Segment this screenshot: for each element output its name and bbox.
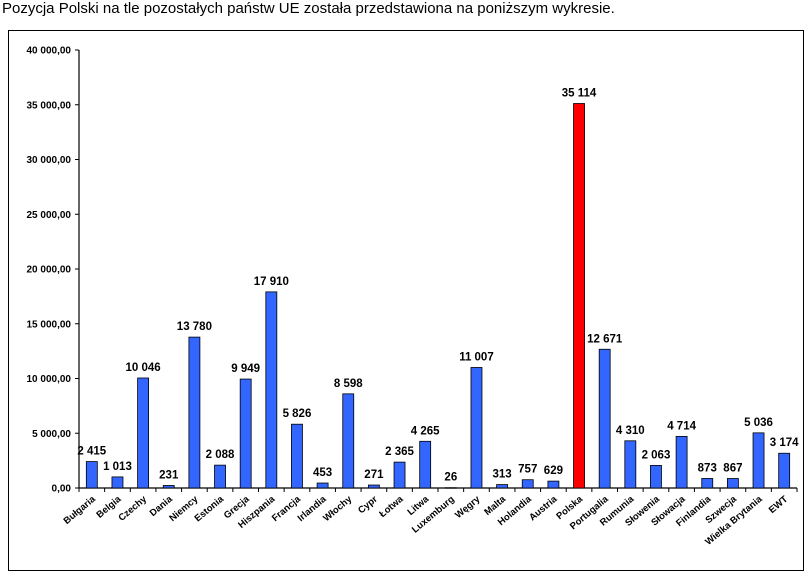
- y-tick-label: 0,00: [52, 484, 72, 495]
- bar: [598, 348, 611, 489]
- bar: [316, 482, 329, 489]
- y-tick-label: 25 000,00: [27, 210, 72, 221]
- bar: [239, 378, 252, 489]
- bar: [188, 336, 201, 489]
- bar: [496, 484, 509, 489]
- data-label: 1 013: [103, 461, 132, 473]
- x-category-label: Włochy: [321, 493, 354, 524]
- bar: [137, 377, 150, 489]
- data-label: 9 949: [231, 363, 260, 375]
- x-category-label: EWT: [767, 494, 790, 516]
- bar: [752, 432, 765, 489]
- data-label: 35 114: [562, 88, 597, 100]
- data-label: 11 007: [459, 351, 494, 363]
- bar: [521, 479, 534, 489]
- chart-frame: [8, 30, 804, 571]
- data-label: 629: [544, 465, 563, 477]
- bar: [547, 480, 560, 489]
- y-tick-label: 10 000,00: [27, 374, 72, 385]
- y-tick-label: 30 000,00: [27, 155, 72, 166]
- bar: [624, 440, 637, 489]
- data-label: 12 671: [587, 333, 623, 345]
- y-tick-label: 20 000,00: [27, 265, 72, 276]
- x-category-label: Austria: [527, 493, 560, 523]
- data-label: 313: [493, 469, 512, 481]
- data-label: 2 415: [77, 446, 106, 458]
- data-label: 17 910: [254, 276, 289, 288]
- bar: [367, 484, 380, 489]
- bar: [393, 461, 406, 489]
- y-tick-label: 5 000,00: [32, 429, 71, 440]
- data-label: 3 174: [770, 437, 799, 449]
- data-label: 26: [444, 472, 457, 484]
- data-label: 13 780: [177, 321, 212, 333]
- bar: [162, 485, 175, 489]
- bar: [650, 465, 662, 489]
- bar: [214, 464, 226, 489]
- bar: [701, 478, 714, 489]
- x-category-label: Cypr: [356, 494, 380, 517]
- x-category-label: Czechy: [116, 493, 149, 523]
- bar: [111, 476, 124, 489]
- bar: [291, 423, 303, 489]
- bar: [265, 291, 278, 489]
- caption-text: Pozycja Polski na tle pozostałych państw…: [2, 0, 615, 17]
- data-label: 5 036: [744, 417, 773, 429]
- bar: [675, 435, 688, 489]
- data-label: 5 826: [283, 408, 312, 420]
- bar: [470, 367, 483, 489]
- bar: [778, 452, 791, 489]
- data-label: 4 265: [411, 425, 440, 437]
- data-label: 10 046: [126, 362, 161, 374]
- data-label: 4 310: [616, 425, 645, 437]
- data-label: 873: [698, 462, 717, 474]
- x-category-label: Węgry: [453, 493, 483, 521]
- bar-highlight: [573, 103, 585, 489]
- x-category-label: Łotwa: [377, 493, 406, 520]
- x-category-label: Bułgaria: [62, 493, 99, 526]
- bar: [419, 440, 432, 489]
- data-label: 4 714: [667, 420, 696, 432]
- bar: [85, 461, 98, 489]
- y-tick-label: 15 000,00: [27, 319, 72, 330]
- data-label: 8 598: [334, 378, 363, 390]
- bar: [444, 487, 457, 489]
- data-label: 2 063: [642, 449, 671, 461]
- bar: [726, 478, 739, 489]
- data-label: 271: [364, 469, 384, 481]
- y-tick-label: 35 000,00: [27, 100, 72, 111]
- bar: [342, 393, 355, 489]
- data-label: 453: [313, 467, 332, 479]
- x-category-label: Estonia: [193, 493, 227, 524]
- data-label: 867: [723, 463, 742, 475]
- data-label: 757: [518, 464, 537, 476]
- y-tick-label: 40 000,00: [27, 46, 72, 57]
- data-label: 2 365: [385, 446, 414, 458]
- data-label: 2 088: [206, 449, 235, 461]
- data-label: 231: [159, 469, 179, 481]
